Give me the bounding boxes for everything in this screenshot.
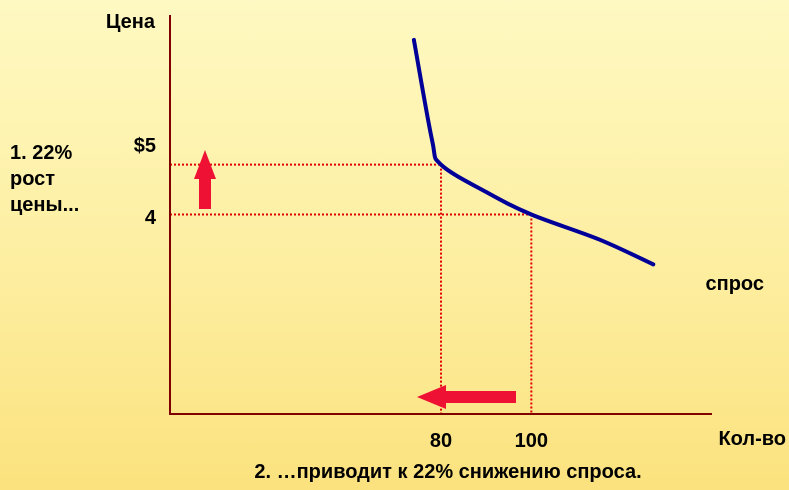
x-tick-label-0: 80 (430, 430, 452, 452)
x-axis-label: Кол-во (718, 428, 786, 450)
price-up-arrow-shaft (199, 179, 211, 209)
y-axis-label: Цена (106, 11, 156, 33)
labels: Цена Кол-во спрос $5 4 80 100 2. …приводит к 22… (106, 11, 786, 483)
price-up-arrow-head (194, 150, 216, 179)
price-note-line-1: 1. 22% (10, 142, 73, 164)
quantity-down-arrow-shaft (446, 391, 516, 403)
guide-lines (170, 163, 533, 414)
quantity-down-arrow-head (417, 385, 446, 409)
demand-curve (411, 37, 656, 267)
arrows (194, 150, 516, 409)
y-tick-label-0: $5 (134, 135, 156, 157)
x-tick-label-1: 100 (515, 430, 548, 452)
price-note: 1. 22% рост цены... (10, 140, 79, 218)
axes (169, 15, 712, 415)
series-label-demand: спрос (706, 273, 765, 295)
demand-series-line (411, 37, 656, 267)
price-note-line-3: цены... (10, 194, 80, 216)
y-tick-label-1: 4 (145, 207, 157, 229)
caption: 2. …приводит к 22% снижению спроса. (254, 461, 641, 483)
price-note-line-2: рост (10, 168, 56, 190)
